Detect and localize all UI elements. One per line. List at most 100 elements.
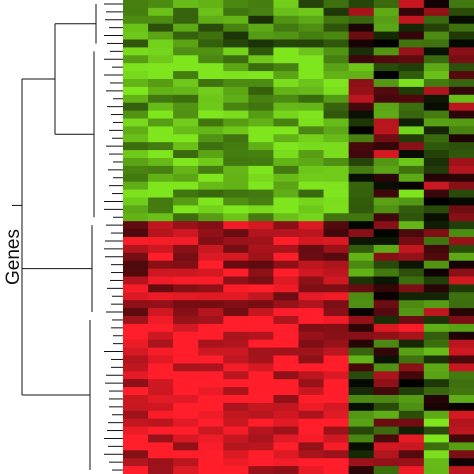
heatmap-cell xyxy=(223,229,249,238)
heatmap-cell xyxy=(348,63,375,72)
heatmap-cell xyxy=(398,205,425,214)
heatmap-cell xyxy=(448,426,474,436)
heatmap-cell xyxy=(173,426,199,436)
heatmap-cell xyxy=(373,158,400,167)
heatmap-cell xyxy=(123,0,149,9)
heatmap-cell xyxy=(148,458,174,467)
heatmap-cell xyxy=(273,244,300,254)
heatmap-cell xyxy=(173,189,199,199)
heatmap-cell xyxy=(198,308,224,317)
heatmap-cell xyxy=(273,292,300,301)
heatmap-cell xyxy=(273,134,300,143)
heatmap-cell xyxy=(348,276,375,285)
heatmap-cell xyxy=(223,7,249,17)
heatmap-cell xyxy=(298,339,325,349)
heatmap-cell xyxy=(298,308,325,317)
heatmap-cell xyxy=(173,402,199,412)
heatmap-cell xyxy=(173,102,199,112)
heatmap-cell xyxy=(173,229,199,238)
heatmap-cell xyxy=(173,7,199,17)
heatmap-cell xyxy=(373,395,400,404)
heatmap-cell xyxy=(198,300,224,309)
heatmap-cell xyxy=(398,252,425,262)
heatmap-cell xyxy=(448,308,474,317)
heatmap-cell xyxy=(198,102,224,112)
heatmap-cell xyxy=(398,466,425,474)
heatmap-cell xyxy=(148,15,174,25)
heatmap-cell xyxy=(198,402,224,412)
heatmap-cell xyxy=(323,284,350,293)
heatmap-cell xyxy=(273,142,300,151)
heatmap-cell xyxy=(348,134,375,143)
heatmap-cell xyxy=(373,118,400,127)
heatmap-cell xyxy=(348,229,375,238)
heatmap-cell xyxy=(423,371,450,380)
heatmap-cell xyxy=(273,402,300,412)
heatmap-cell xyxy=(398,39,425,48)
heatmap-cell xyxy=(123,268,149,278)
heatmap-cell xyxy=(223,71,249,80)
heatmap-cell xyxy=(448,189,474,199)
heatmap-cell xyxy=(248,134,275,143)
heatmap-cell xyxy=(148,158,174,167)
heatmap-cell xyxy=(248,39,275,48)
heatmap-cell xyxy=(448,268,474,278)
heatmap-cell xyxy=(148,442,174,451)
heatmap-cell xyxy=(198,434,224,443)
heatmap-cell xyxy=(123,205,149,214)
heatmap-cell xyxy=(198,118,224,127)
heatmap-cell xyxy=(223,379,249,388)
heatmap-cell xyxy=(173,260,199,270)
heatmap-cell xyxy=(273,371,300,380)
heatmap-cell xyxy=(423,0,450,9)
heatmap-cell xyxy=(173,442,199,451)
heatmap-cell xyxy=(123,292,149,301)
heatmap-cell xyxy=(398,418,425,428)
heatmap-cell xyxy=(298,71,325,80)
heatmap-cell xyxy=(373,260,400,270)
heatmap-cell xyxy=(323,410,350,420)
heatmap-cell xyxy=(173,39,199,48)
heatmap-cell xyxy=(223,323,249,333)
heatmap-cell xyxy=(123,150,149,159)
heatmap-cell xyxy=(198,387,224,396)
heatmap-cell xyxy=(298,387,325,396)
heatmap-cell xyxy=(398,276,425,285)
heatmap-cell xyxy=(298,244,325,254)
heatmap-cell xyxy=(248,300,275,309)
heatmap-cell xyxy=(423,466,450,474)
heatmap-cell xyxy=(148,181,174,191)
heatmap-cell xyxy=(448,31,474,41)
heatmap-cell xyxy=(223,402,249,412)
row-dendrogram xyxy=(12,3,123,471)
heatmap-cell xyxy=(398,395,425,404)
heatmap-cell xyxy=(248,158,275,167)
heatmap-cell xyxy=(173,126,199,135)
heatmap-cell xyxy=(323,434,350,443)
heatmap-cell xyxy=(173,221,199,230)
heatmap-cell xyxy=(448,260,474,270)
heatmap-cell xyxy=(223,181,249,191)
heatmap-cell xyxy=(448,458,474,467)
heatmap-cell xyxy=(173,418,199,428)
heatmap-cell xyxy=(298,426,325,436)
heatmap-cell xyxy=(448,355,474,364)
heatmap-cell xyxy=(273,229,300,238)
heatmap-cell xyxy=(223,213,249,222)
heatmap-cell xyxy=(323,244,350,254)
heatmap-cell xyxy=(223,466,249,474)
heatmap-cell xyxy=(348,292,375,301)
heatmap-cell xyxy=(248,260,275,270)
heatmap-cell xyxy=(348,39,375,48)
heatmap-cell xyxy=(398,379,425,388)
heatmap-cell xyxy=(123,402,149,412)
heatmap-cell xyxy=(223,150,249,159)
heatmap-cell xyxy=(423,31,450,41)
heatmap-cell xyxy=(298,205,325,214)
heatmap-cell xyxy=(348,94,375,104)
heatmap-cell xyxy=(423,323,450,333)
heatmap-cell xyxy=(323,63,350,72)
heatmap-cell xyxy=(323,55,350,64)
heatmap-cell xyxy=(423,173,450,183)
heatmap-cell xyxy=(173,181,199,191)
